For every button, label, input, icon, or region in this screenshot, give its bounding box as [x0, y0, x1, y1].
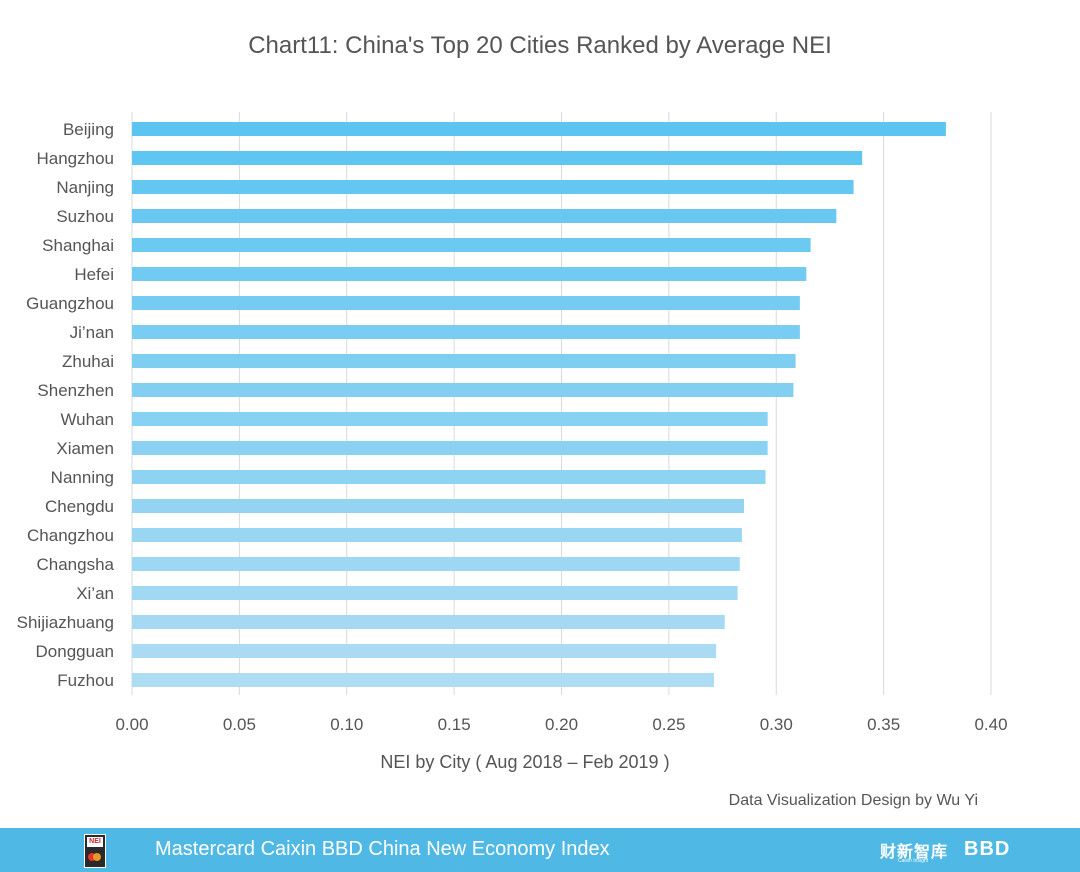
x-tick-label: 0.40: [974, 715, 1007, 734]
category-labels: Beijing Hangzhou Nanjing Suzhou Shanghai Hefe…: [17, 120, 115, 690]
mastercard-circle-red: [88, 853, 96, 861]
category-label: Changzhou: [27, 526, 114, 545]
category-label: Shijiazhuang: [17, 613, 114, 632]
bar-xiamen: [132, 441, 768, 455]
bar-chart: Beijing Hangzhou Nanjing Suzhou Shanghai Hefe…: [17, 112, 1008, 772]
bar-guangzhou: [132, 296, 800, 310]
bar-suzhou: [132, 209, 837, 223]
x-tick-label: 0.05: [223, 715, 256, 734]
category-label: Suzhou: [56, 207, 114, 226]
gridlines: [131, 112, 992, 695]
mastercard-circle-orange: [93, 853, 101, 861]
category-label: Hangzhou: [36, 149, 114, 168]
category-label: Beijing: [63, 120, 114, 139]
bar-changzhou: [132, 528, 742, 542]
category-label: Xi’an: [76, 584, 114, 603]
bar-fuzhou: [132, 673, 714, 687]
category-label: Hefei: [74, 265, 114, 284]
x-tick-label: 0.25: [652, 715, 685, 734]
x-tick-label: 0.30: [760, 715, 793, 734]
category-label: Guangzhou: [26, 294, 114, 313]
x-tick-label: 0.10: [330, 715, 363, 734]
bar-dongguan: [132, 644, 717, 658]
design-credit: Data Visualization Design by Wu Yi: [728, 792, 978, 809]
bar-xian: [132, 586, 738, 600]
category-label: Chengdu: [45, 497, 114, 516]
category-label: Dongguan: [36, 642, 114, 661]
category-label: Xiamen: [56, 439, 114, 458]
bar-jinan: [132, 325, 800, 339]
category-label: Wuhan: [60, 410, 114, 429]
bar-nanjing: [132, 180, 854, 194]
bar-hangzhou: [132, 151, 863, 165]
x-tick-labels: 0.00 0.05 0.10 0.15 0.20 0.25 0.30 0.35 0.40: [115, 715, 1007, 734]
caixin-insight-subtitle: Caixin Insight: [898, 858, 929, 864]
bar-wuhan: [132, 412, 768, 426]
bar-changsha: [132, 557, 740, 571]
nei-logo-icon: NEI: [84, 834, 106, 868]
bar-shijiazhuang: [132, 615, 725, 629]
bar-nanning: [132, 470, 766, 484]
x-tick-label: 0.00: [115, 715, 148, 734]
x-tick-label: 0.20: [545, 715, 578, 734]
bar-hefei: [132, 267, 807, 281]
bar-zhuhai: [132, 354, 796, 368]
category-label: Changsha: [36, 555, 114, 574]
category-label: Shenzhen: [37, 381, 114, 400]
bars: [132, 122, 946, 687]
category-label: Zhuhai: [62, 352, 114, 371]
footer-banner: NEI Mastercard Caixin BBD China New Econ…: [0, 828, 1080, 872]
x-tick-label: 0.15: [438, 715, 471, 734]
bbd-logo: BBD: [964, 838, 1011, 860]
caixin-insight-logo: 财新智库: [880, 844, 949, 861]
x-axis-label: NEI by City ( Aug 2018 – Feb 2019 ): [380, 752, 669, 772]
bar-beijing: [132, 122, 946, 136]
category-label: Nanjing: [56, 178, 114, 197]
category-label: Ji’nan: [70, 323, 114, 342]
nei-logo-text: NEI: [87, 837, 103, 847]
chart-title: Chart11: China's Top 20 Cities Ranked by…: [248, 32, 832, 59]
bar-chengdu: [132, 499, 745, 513]
category-label: Nanning: [51, 468, 114, 487]
category-label: Fuzhou: [57, 671, 114, 690]
bar-shenzhen: [132, 383, 794, 397]
x-tick-label: 0.35: [867, 715, 900, 734]
bar-shanghai: [132, 238, 811, 252]
category-label: Shanghai: [42, 236, 114, 255]
footer-title: Mastercard Caixin BBD China New Economy …: [155, 838, 610, 860]
